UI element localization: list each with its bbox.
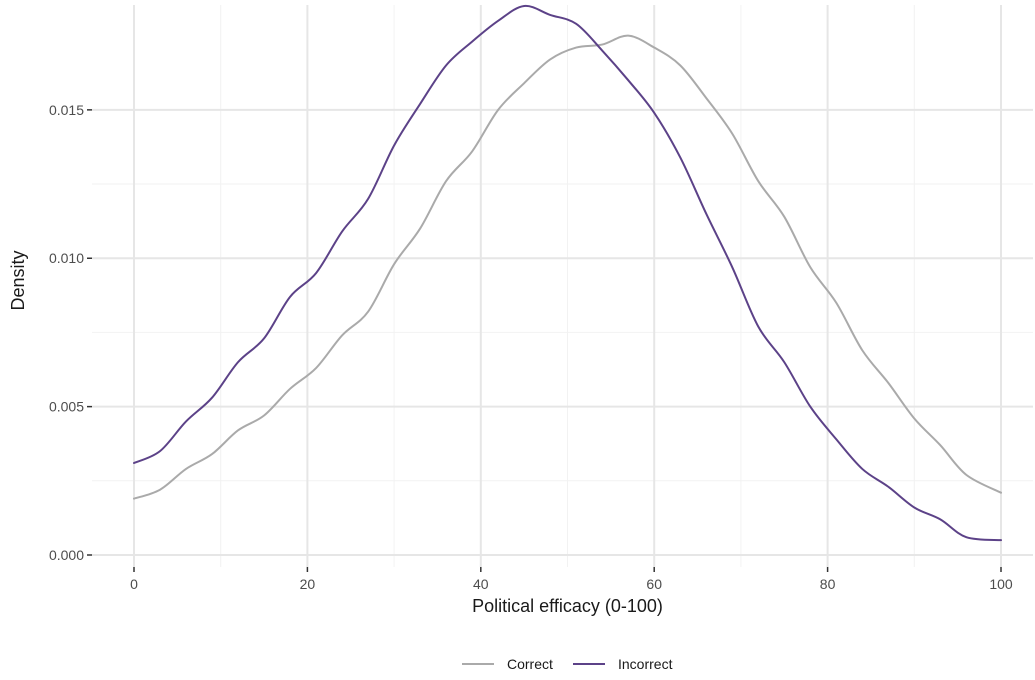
series-line-correct: [133, 34, 1002, 500]
x-axis-title: Political efficacy (0-100): [472, 596, 663, 616]
x-tick-label: 40: [473, 576, 489, 592]
x-tick-label: 60: [646, 576, 662, 592]
series-lines: [133, 4, 1002, 542]
y-tick-label: 0.010: [49, 250, 84, 266]
x-tick-label: 20: [300, 576, 316, 592]
legend-label-incorrect: Incorrect: [618, 656, 673, 672]
y-tick-label: 0.005: [49, 399, 84, 415]
y-axis-title: Density: [8, 250, 28, 310]
x-tick-label: 80: [820, 576, 836, 592]
x-tick-label: 0: [130, 576, 138, 592]
y-tick-label: 0.000: [49, 547, 84, 563]
y-axis-ticks: 0.000 0.005 0.010 0.015: [49, 102, 92, 563]
x-tick-label: 100: [989, 576, 1013, 592]
series-line-incorrect: [133, 4, 1002, 542]
legend: Correct Incorrect: [462, 656, 673, 672]
x-axis-ticks: 0 20 40 60 80 100: [130, 567, 1013, 592]
y-tick-label: 0.015: [49, 102, 84, 118]
grid-lines: [92, 5, 1033, 567]
legend-label-correct: Correct: [507, 656, 553, 672]
